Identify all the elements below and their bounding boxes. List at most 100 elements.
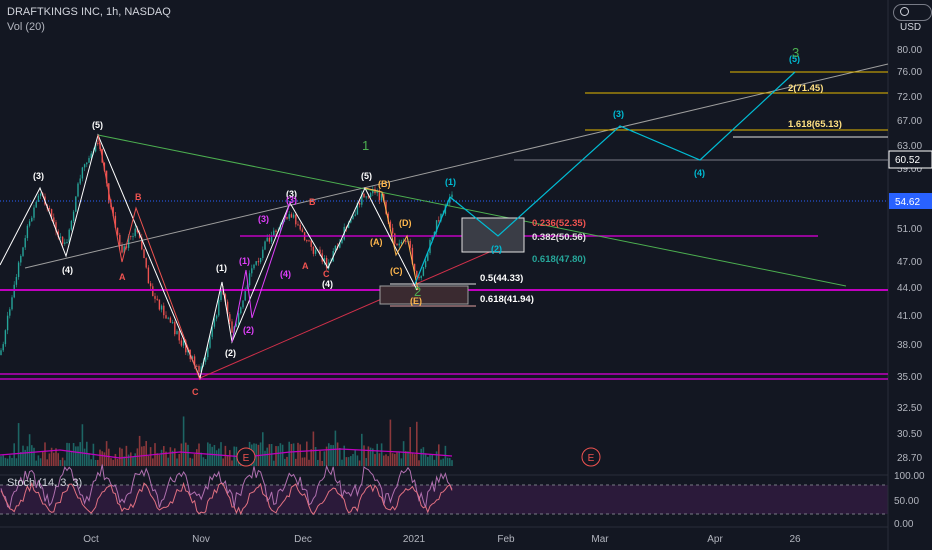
volume-bar (44, 442, 46, 466)
candle-body (413, 263, 416, 271)
candle-body (341, 239, 343, 244)
volume-bar (376, 443, 378, 466)
volume-bar (158, 454, 161, 466)
candle-body (11, 297, 13, 310)
candle-body (339, 243, 341, 248)
volume-bar (66, 442, 68, 466)
candle-body (211, 326, 213, 337)
candle-body (66, 241, 68, 243)
volume-bar (284, 458, 286, 466)
volume-bar (440, 459, 442, 466)
candle-body (438, 220, 440, 222)
candle-body (165, 315, 167, 319)
volume-bar (176, 458, 178, 466)
volume-bar (295, 458, 297, 466)
time-axis[interactable]: Oct Nov Dec 2021 Feb Mar Apr 26 (83, 534, 801, 545)
magenta-wave-path (231, 202, 291, 343)
wave-label: (3) (258, 214, 269, 224)
candle-body (33, 207, 35, 218)
candle-body (427, 253, 429, 261)
stoch-indicator-label[interactable]: Stoch (14, 3, 3) (7, 477, 83, 489)
wave-label: (1) (445, 177, 456, 187)
candle-body (264, 241, 266, 250)
price-tick-label: 47.00 (897, 257, 922, 268)
candle-body (240, 307, 242, 314)
volume-bar (255, 443, 257, 466)
candle-body (251, 268, 253, 274)
earnings-marker[interactable]: E (236, 447, 256, 467)
volume-bar (11, 457, 13, 466)
candle-body (6, 315, 9, 331)
candle-body (242, 300, 244, 308)
candle-body (167, 317, 169, 319)
candle-body (411, 247, 414, 264)
candle-body (334, 245, 337, 252)
volume-bar (101, 451, 103, 466)
stoch-axis[interactable]: 100.00 50.00 0.00 (894, 471, 925, 530)
candle-body (26, 225, 29, 239)
volume-bar (50, 447, 53, 466)
volume-indicator-label[interactable]: Vol (20) (7, 21, 45, 33)
candle-body (55, 222, 57, 232)
volume-bar (433, 459, 436, 466)
volume-bar (449, 458, 451, 466)
volume-bar (81, 424, 84, 466)
candle-body (398, 243, 400, 246)
price-tick-label: 38.00 (897, 340, 922, 351)
candle-body (130, 235, 132, 237)
volume-bar (174, 448, 176, 466)
candle-body (246, 285, 249, 290)
volume-bar (429, 454, 431, 466)
candle-body (127, 235, 130, 248)
candle-body (259, 257, 262, 263)
volume-bar (48, 453, 51, 466)
volume-bar (312, 431, 315, 466)
candle-body (88, 158, 90, 163)
candle-body (121, 245, 123, 253)
price-tick-label: 35.00 (897, 372, 922, 383)
volume-bar (226, 455, 229, 466)
volume-bar (6, 458, 9, 466)
volume-bar (33, 447, 35, 466)
price-tick-label: 30.50 (897, 429, 922, 440)
volume-bar (341, 459, 343, 466)
price-tick-label: 41.00 (897, 311, 922, 322)
volume-bar (330, 444, 332, 466)
candle-body (83, 164, 86, 168)
volume-bar (77, 446, 79, 466)
candle-body (275, 230, 277, 232)
candle-body (198, 366, 200, 372)
price-axis[interactable]: 80.00 76.00 72.00 67.00 63.00 59.00 51.00 47.00… (897, 45, 922, 464)
wave-label: (A) (370, 237, 383, 247)
volume-bar (55, 448, 57, 466)
candle-body (229, 314, 231, 322)
candle-body (363, 193, 365, 198)
volume-bar (37, 455, 40, 466)
volume-bar (215, 450, 218, 466)
current-price-badge (889, 193, 932, 209)
candle-body (147, 267, 150, 284)
stoch-tick-label: 100.00 (894, 471, 925, 482)
candle-body (451, 194, 453, 198)
candle-body (35, 201, 37, 208)
candle-body (435, 220, 438, 232)
candle-body (286, 217, 288, 219)
candle-body (391, 227, 394, 234)
currency-label: USD (900, 22, 922, 33)
volume-bar (334, 430, 337, 466)
earnings-marker[interactable]: E (581, 447, 601, 467)
volume-bar (409, 427, 411, 466)
wave-label: (1) (239, 256, 250, 266)
wave-label: (5) (92, 120, 103, 130)
volume-bar (202, 457, 205, 466)
candle-body (354, 214, 356, 216)
volume-bar (156, 453, 158, 466)
volume-bar (286, 456, 288, 466)
volume-bar (147, 455, 150, 466)
candle-body (310, 240, 312, 247)
candle-body (273, 230, 275, 236)
wave-label: (4) (280, 269, 291, 279)
volume-bar (42, 451, 44, 466)
volume-bar (310, 449, 312, 466)
